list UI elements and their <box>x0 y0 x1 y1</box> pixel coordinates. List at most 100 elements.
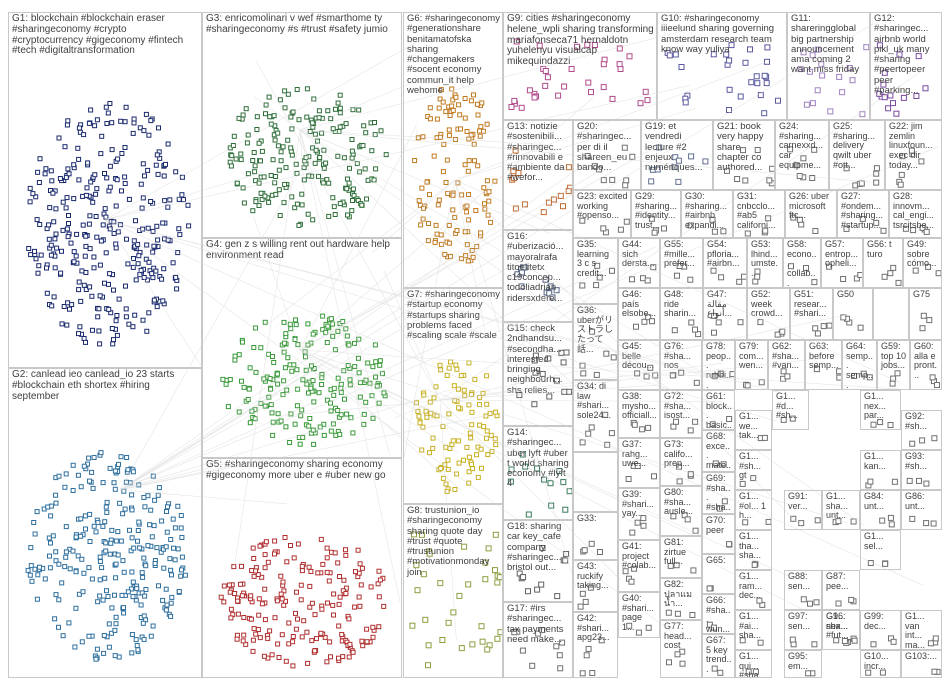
graph-node <box>89 293 95 299</box>
group-nodes <box>584 144 636 189</box>
graph-node <box>87 539 93 544</box>
graph-node <box>742 177 749 184</box>
graph-node <box>150 473 156 479</box>
graph-node <box>286 620 292 626</box>
graph-node <box>238 157 244 163</box>
graph-node <box>271 113 277 119</box>
graph-node <box>379 371 385 377</box>
graph-node <box>525 511 532 518</box>
group-g17: G17: #irs #sharingec... tax payments nee… <box>503 602 573 678</box>
graph-node <box>122 181 128 186</box>
graph-node <box>37 564 42 570</box>
graph-node <box>344 411 350 417</box>
graph-node <box>83 192 89 198</box>
graph-node <box>35 572 41 578</box>
graph-node <box>331 612 336 618</box>
group-g49: G49: sobre cómo... <box>903 238 942 288</box>
graph-node <box>328 428 334 434</box>
graph-node <box>63 554 69 560</box>
graph-node <box>130 130 136 136</box>
graph-node <box>425 662 431 669</box>
graph-node <box>62 564 68 570</box>
graph-node <box>48 513 54 519</box>
graph-node <box>103 250 109 256</box>
graph-node <box>98 238 104 244</box>
graph-node <box>462 162 468 168</box>
graph-node <box>809 175 816 181</box>
graph-node <box>294 367 300 373</box>
group-g19: G19: et vendredi lecture #2 enjeux numér… <box>641 120 713 190</box>
graph-node <box>930 520 937 527</box>
graph-node <box>181 197 186 203</box>
graph-node <box>464 203 470 209</box>
graph-node <box>34 596 40 602</box>
group-nodes <box>865 478 898 489</box>
graph-node <box>484 373 490 379</box>
graph-node <box>277 97 283 103</box>
graph-node <box>754 147 761 153</box>
graph-node <box>270 419 276 425</box>
graph-node <box>579 590 586 597</box>
graph-node <box>471 141 477 147</box>
graph-node <box>60 227 66 233</box>
group-g62: G62: #sha... #van... <box>768 340 805 390</box>
graph-node <box>165 504 170 510</box>
graph-node <box>428 410 434 416</box>
graph-node <box>272 180 278 186</box>
graph-node <box>331 204 337 210</box>
graph-node <box>46 236 52 242</box>
graph-node <box>349 148 355 154</box>
graph-node <box>228 615 234 621</box>
graph-node <box>53 492 59 498</box>
graph-node <box>629 153 636 160</box>
group-cell12: G1... sha... unt... <box>822 490 860 530</box>
graph-node <box>136 253 142 259</box>
graph-node <box>343 121 349 127</box>
graph-node <box>331 385 337 391</box>
graph-node <box>232 357 238 363</box>
graph-node <box>148 199 154 204</box>
graph-node <box>724 167 730 174</box>
graph-node <box>268 121 274 127</box>
graph-node <box>881 69 888 76</box>
graph-node <box>446 127 452 133</box>
graph-node <box>890 264 897 271</box>
group-nodes <box>622 565 638 585</box>
graph-node <box>262 552 268 558</box>
graph-node <box>716 505 723 512</box>
graph-node <box>161 565 167 571</box>
graph-node <box>450 107 456 113</box>
graph-node <box>411 531 417 538</box>
graph-node <box>160 597 166 603</box>
graph-node <box>295 386 301 392</box>
graph-node <box>453 362 459 368</box>
graph-node <box>546 393 553 400</box>
graph-node <box>119 151 125 156</box>
graph-node <box>647 364 654 371</box>
graph-node <box>53 231 59 237</box>
graph-node <box>674 272 680 279</box>
graph-node <box>112 627 118 633</box>
graph-node <box>236 352 242 358</box>
graph-node <box>326 578 332 584</box>
graph-node <box>106 644 112 650</box>
graph-node <box>679 660 686 667</box>
graph-node <box>456 460 462 466</box>
graph-node <box>363 399 369 405</box>
group-nodes <box>508 38 651 111</box>
graph-node <box>123 314 129 320</box>
graph-node <box>311 441 317 447</box>
graph-node <box>721 498 728 505</box>
graph-node <box>288 543 293 548</box>
group-cell14: G10... incr... <box>860 650 901 678</box>
graph-node <box>337 124 343 130</box>
graph-node <box>475 112 481 118</box>
group-nodes <box>664 42 781 117</box>
graph-node <box>141 613 147 619</box>
graph-node <box>98 151 104 157</box>
graph-node <box>335 328 341 334</box>
graph-node <box>82 513 88 519</box>
graph-node <box>369 148 375 154</box>
group-nodes <box>870 419 894 428</box>
graph-node <box>113 621 119 627</box>
